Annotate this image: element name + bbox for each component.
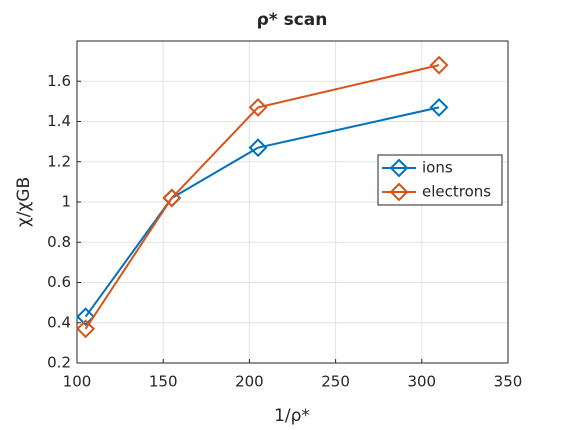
legend-label: ions [422, 159, 453, 177]
y-tick-label: 0.8 [47, 233, 71, 251]
legend-marker [389, 182, 409, 202]
x-tick-label: 200 [235, 373, 264, 391]
y-tick-label: 1.2 [47, 152, 71, 170]
y-tick-label: 1 [61, 193, 71, 211]
marker [429, 97, 449, 117]
x-axis-label: 1/ρ* [274, 406, 310, 426]
y-tick-label: 1.4 [47, 112, 71, 130]
y-axis-label: χ/χGB [14, 177, 34, 227]
y-tick-label: 0.6 [47, 273, 71, 291]
y-tick-label: 0.4 [47, 313, 71, 331]
legend-label: electrons [422, 183, 491, 201]
y-tick-label: 0.2 [47, 354, 71, 372]
x-tick-label: 350 [494, 373, 523, 391]
marker [248, 97, 268, 117]
x-tick-label: 250 [321, 373, 350, 391]
marker [76, 307, 96, 327]
marker [248, 138, 268, 158]
series-line [84, 106, 440, 318]
x-tick-label: 100 [63, 373, 92, 391]
marker [162, 188, 182, 208]
plot-frame [76, 40, 509, 364]
marker [76, 319, 96, 339]
chart-title: ρ* scan [257, 10, 328, 30]
y-tick-label: 1.6 [47, 72, 71, 90]
x-tick-label: 150 [149, 373, 178, 391]
x-tick-label: 300 [407, 373, 436, 391]
legend-box [377, 154, 503, 206]
series-line [84, 64, 440, 330]
legend-marker [389, 158, 409, 178]
marker [429, 55, 449, 75]
